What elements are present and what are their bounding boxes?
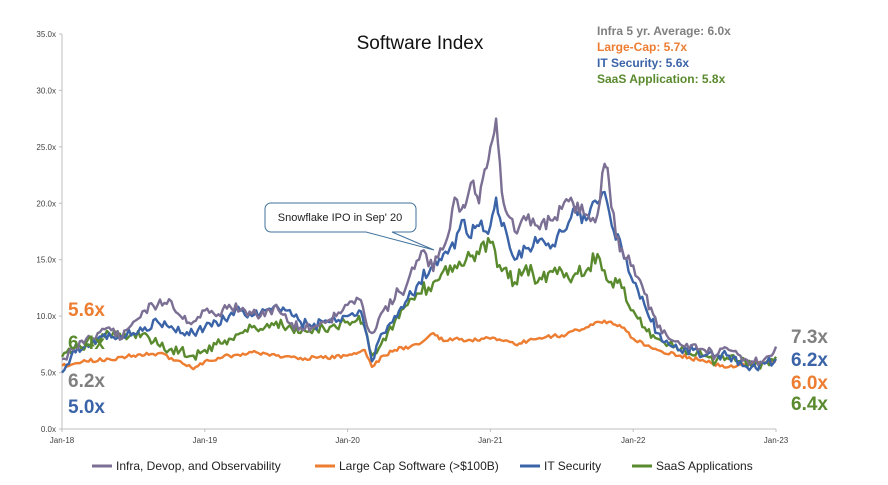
start-label-largecap: 5.6x [68,300,105,321]
series-lines [60,117,778,374]
avg-saas: SaaS Application: 5.8x [597,72,726,86]
y-tick-label: 15.0x [36,256,56,265]
y-tick-label: 30.0x [36,86,56,95]
x-tick-label: Jan-19 [193,436,218,445]
y-tick-label: 35.0x [36,30,56,39]
legend-label-largecap: Large Cap Software (>$100B) [339,459,499,473]
series-line-infra [61,117,778,366]
y-tick-label: 20.0x [36,199,56,208]
y-tick-label: 5.0x [41,369,56,378]
end-label-largecap: 6.0x [791,373,828,394]
start-label-infra: 6.2x [68,371,105,392]
axes: 0.0x 5.0x 10.0x 15.0x 20.0x 25.0x 30.0x 35.0x Ja… [36,30,788,445]
legend-label-saas: SaaS Applications [656,459,753,473]
end-label-saas: 6.4x [791,394,828,415]
end-label-itsec: 6.2x [791,350,828,371]
legend-label-infra: Infra, Devop, and Observability [116,459,281,473]
callout-text: Snowflake IPO in Sep' 20 [278,212,402,224]
x-tick-label: Jan-22 [621,436,646,445]
end-label-infra: 7.3x [791,327,828,348]
x-tick-label: Jan-20 [335,436,360,445]
series-line-saas [60,237,778,370]
x-tick-label: Jan-21 [478,436,503,445]
legend-label-itsec: IT Security [544,459,601,473]
averages-box: Infra 5 yr. Average: 6.0x Large-Cap: 5.7… [597,24,731,86]
y-tick-label: 0.0x [41,425,56,434]
avg-infra: Infra 5 yr. Average: 6.0x [597,24,731,38]
chart-title: Software Index [357,33,484,54]
start-label-itsec: 5.0x [68,397,105,418]
series-line-itsec [61,190,778,374]
series-line-largecap [61,319,777,371]
avg-largecap: Large-Cap: 5.7x [597,40,687,54]
x-tick-label: Jan-18 [50,436,75,445]
legend: Infra, Devop, and Observability Large Cap… [92,459,753,473]
x-tick-label: Jan-23 [764,436,789,445]
callout-bubble [264,202,435,251]
avg-itsec: IT Security: 5.6x [597,56,689,70]
y-tick-label: 10.0x [36,312,56,321]
snowflake-callout: Snowflake IPO in Sep' 20 [264,202,435,251]
end-labels: 7.3x 6.2x 6.0x 6.4x [791,327,828,415]
y-tick-label: 25.0x [36,143,56,152]
start-label-saas: 6.4x [68,333,105,354]
start-labels: 5.6x 6.4x 6.2x 5.0x [68,300,105,418]
